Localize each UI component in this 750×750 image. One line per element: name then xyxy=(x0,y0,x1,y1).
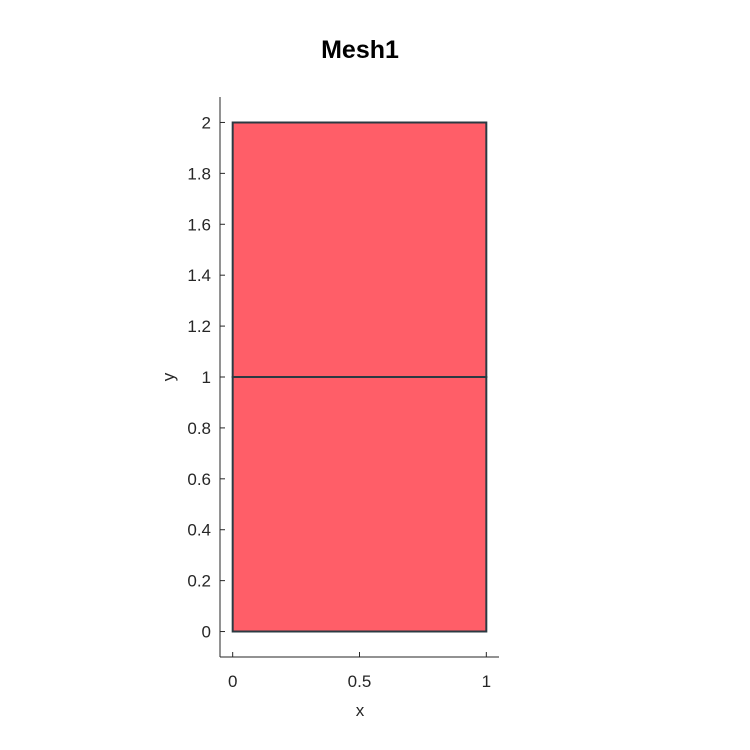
mesh-element-2 xyxy=(231,121,488,378)
y-tick-label: 1 xyxy=(202,368,211,387)
y-tick-label: 2 xyxy=(202,113,211,132)
chart-title: Mesh1 xyxy=(321,36,399,64)
x-tick-label: 0.5 xyxy=(348,672,372,691)
y-tick-label: 0.8 xyxy=(187,419,211,438)
y-ticks: 0 0.2 0.4 0.6 0.8 1 1.2 1.4 1.6 1.8 2 xyxy=(187,113,225,642)
mesh-element-1 xyxy=(231,376,488,633)
y-tick-label: 0.2 xyxy=(187,572,211,591)
mesh-elements xyxy=(231,121,488,633)
x-tick-label: 1 xyxy=(482,672,491,691)
y-tick-label: 1.8 xyxy=(187,164,211,183)
y-axis-label: y xyxy=(159,372,178,381)
y-tick-label: 1.6 xyxy=(187,215,211,234)
x-tick-label: 0 xyxy=(228,672,237,691)
y-tick-label: 1.4 xyxy=(187,266,211,285)
y-tick-label: 1.2 xyxy=(187,317,211,336)
x-axis-label: x xyxy=(356,701,365,720)
y-tick-label: 0.4 xyxy=(187,521,211,540)
y-tick-label: 0.6 xyxy=(187,470,211,489)
y-tick-label: 0 xyxy=(202,623,211,642)
x-ticks: 0 0.5 1 xyxy=(228,652,491,691)
